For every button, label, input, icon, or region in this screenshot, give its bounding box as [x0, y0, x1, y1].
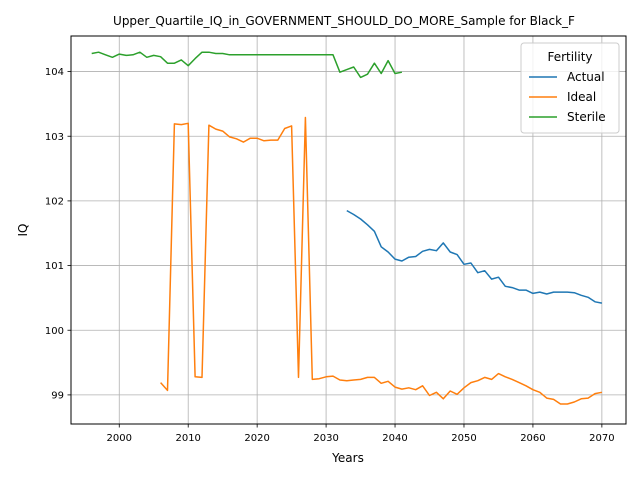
y-tick-label: 101 — [45, 261, 64, 272]
y-tick-label: 99 — [51, 391, 64, 402]
x-tick-label: 2020 — [244, 433, 269, 444]
x-axis: 2000 2010 2020 2030 2040 2050 2060 2070 — [107, 424, 615, 444]
x-tick-label: 2000 — [107, 433, 132, 444]
y-tick-label: 102 — [45, 197, 64, 208]
legend-label-sterile: Sterile — [567, 110, 606, 124]
x-tick-label: 2030 — [313, 433, 338, 444]
legend-box — [520, 42, 620, 134]
series-line-actual — [346, 209, 603, 304]
y-tick-label: 103 — [45, 132, 64, 143]
y-tick-label: 100 — [45, 326, 64, 337]
series-line-ideal — [160, 116, 603, 405]
x-tick-label: 2040 — [382, 433, 407, 444]
legend-label-actual: Actual — [567, 70, 605, 84]
legend-title: Fertility — [547, 50, 592, 64]
y-axis: 99 100 101 102 103 104 — [45, 67, 71, 402]
x-tick-label: 2070 — [589, 433, 614, 444]
legend-label-ideal: Ideal — [567, 90, 596, 104]
y-axis-label: IQ — [16, 224, 30, 237]
y-tick-label: 104 — [45, 67, 64, 78]
legend: Fertility Actual Ideal Sterile — [520, 42, 620, 134]
series-lines — [91, 51, 603, 405]
x-tick-label: 2010 — [175, 433, 200, 444]
series-line-sterile — [91, 51, 403, 79]
x-tick-label: 2050 — [451, 433, 476, 444]
plot-frame — [70, 35, 627, 425]
x-tick-label: 2060 — [520, 433, 545, 444]
chart-title: Upper_Quartile_IQ_in_GOVERNMENT_SHOULD_D… — [113, 14, 575, 28]
x-axis-label: Years — [331, 451, 364, 465]
